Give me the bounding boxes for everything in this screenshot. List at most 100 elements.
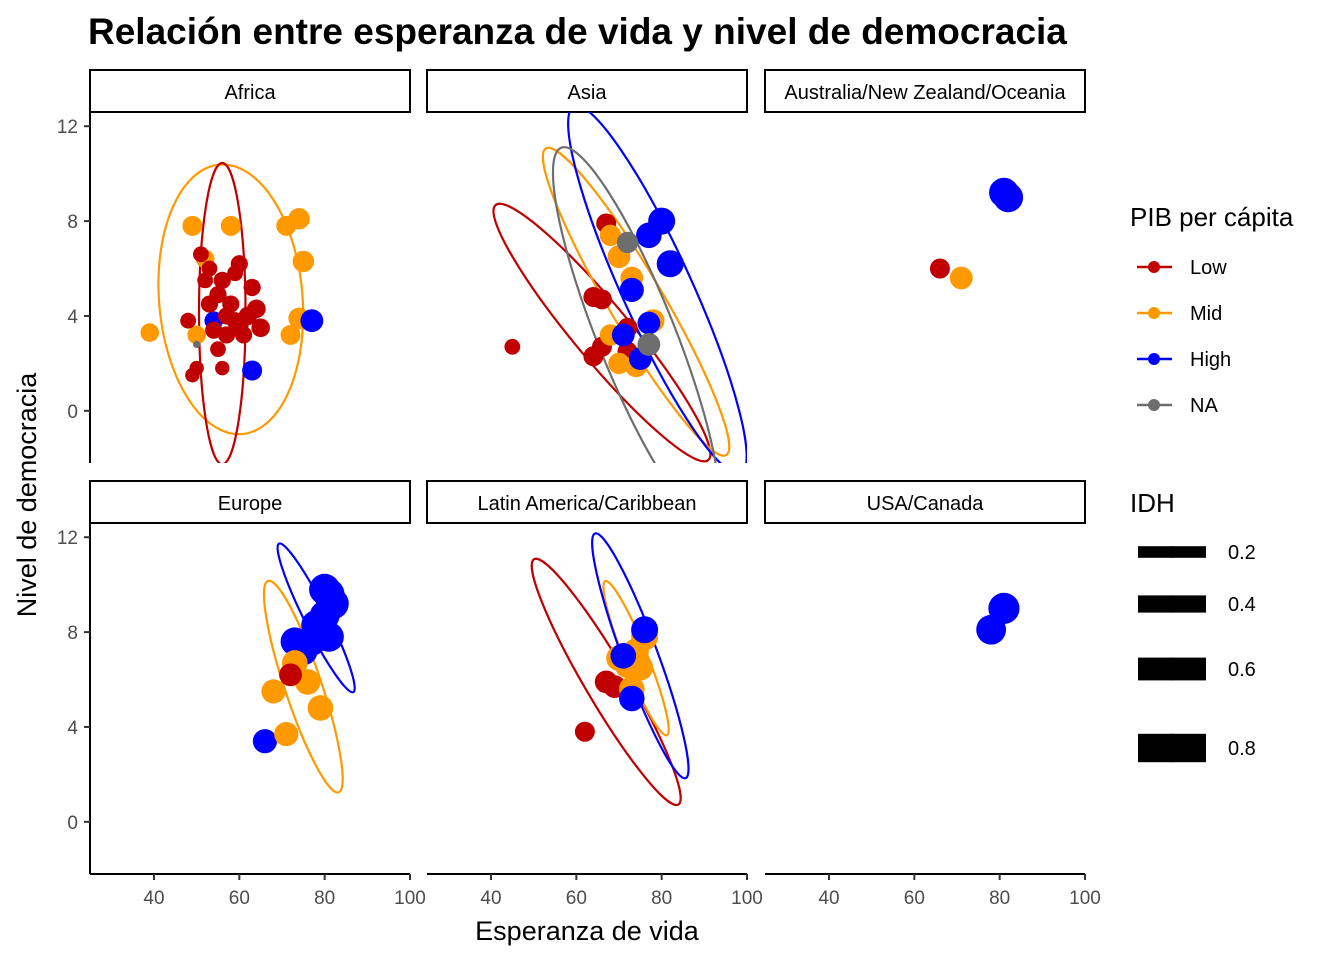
facet-data — [140, 161, 324, 463]
x-tick-label: 100 — [1069, 888, 1101, 909]
size-legend-label: 0.2 — [1228, 542, 1256, 564]
facet-strip-label: Asia — [568, 82, 608, 104]
facet-strip-label: Europe — [218, 493, 283, 515]
data-point — [504, 338, 521, 355]
data-point — [192, 340, 201, 349]
y-tick-label: 8 — [67, 212, 78, 233]
x-tick-label: 80 — [314, 888, 335, 909]
data-point — [189, 360, 204, 376]
data-point — [988, 592, 1020, 624]
data-point — [210, 341, 226, 358]
facet-strip-label: Australia/New Zealand/Oceania — [784, 82, 1066, 104]
data-point — [230, 316, 249, 335]
data-point — [611, 323, 635, 347]
confidence-ellipse — [567, 112, 747, 463]
color-legend-label: Mid — [1190, 303, 1222, 325]
y-tick-label: 8 — [67, 623, 78, 644]
data-point — [279, 663, 302, 687]
facet-strip — [426, 480, 748, 524]
x-tick-label: 60 — [229, 888, 250, 909]
size-legend-dot — [1157, 733, 1187, 763]
data-point — [610, 643, 637, 669]
facet-strip — [89, 480, 411, 524]
size-legend-label: 0.6 — [1228, 659, 1256, 681]
y-tick-label: 12 — [57, 117, 78, 138]
x-tick-label: 80 — [989, 888, 1010, 909]
data-point — [993, 182, 1024, 213]
legend-key-dot — [1148, 399, 1160, 411]
data-point — [637, 333, 661, 356]
x-tick-label: 80 — [651, 888, 672, 909]
data-point — [280, 324, 301, 345]
legend-key-dot — [1148, 353, 1160, 365]
confidence-ellipse — [541, 146, 731, 457]
data-point — [274, 721, 299, 747]
size-legend-title: IDH — [1130, 488, 1175, 518]
facet-data — [530, 532, 690, 807]
facet-panel: Europe 0 4 8 12 40 60 80 100 — [57, 480, 426, 909]
facet-strip-label: USA/Canada — [867, 493, 985, 515]
facet-panel: Asia — [426, 69, 748, 463]
facet-strip-label: Latin America/Caribbean — [477, 493, 696, 515]
data-point — [574, 721, 595, 742]
facet-strip — [764, 69, 1086, 113]
x-tick-label: 60 — [566, 888, 587, 909]
data-point — [252, 729, 278, 754]
y-axis-label: Nivel de democracia — [12, 372, 42, 618]
data-point — [242, 360, 263, 381]
data-point — [648, 207, 676, 235]
data-point — [599, 224, 622, 247]
data-point — [213, 271, 231, 289]
legend-key-dot — [1148, 307, 1160, 319]
facet-panel: Latin America/Caribbean 40 60 80 100 — [426, 480, 763, 909]
x-axis-label: Esperanza de vida — [475, 916, 700, 946]
facet-data — [492, 112, 747, 463]
facet-strip-label: Africa — [224, 82, 276, 104]
color-legend-label: Low — [1190, 257, 1227, 279]
data-point — [247, 299, 266, 319]
data-point — [929, 258, 950, 279]
data-point — [619, 685, 645, 712]
x-tick-label: 60 — [904, 888, 925, 909]
facet-data — [976, 592, 1020, 645]
y-tick-label: 4 — [67, 718, 78, 739]
data-point — [656, 250, 684, 278]
confidence-ellipse — [492, 202, 712, 463]
color-legend-title: PIB per cápita — [1130, 202, 1294, 232]
data-point — [631, 616, 659, 644]
data-point — [591, 289, 612, 310]
size-legend-dot — [1166, 546, 1178, 558]
data-point — [251, 318, 270, 338]
facet-strip — [764, 480, 1086, 524]
data-point — [288, 208, 310, 230]
data-point — [314, 621, 344, 652]
data-point — [313, 578, 345, 610]
data-point — [619, 277, 644, 302]
data-point — [300, 309, 324, 333]
x-tick-label: 100 — [394, 888, 426, 909]
color-legend-label: High — [1190, 349, 1231, 371]
data-point — [616, 231, 639, 254]
size-legend-dot — [1160, 657, 1184, 681]
facet-panel: Australia/New Zealand/Oceania — [764, 69, 1086, 290]
chart-title: Relación entre esperanza de vida y nivel… — [88, 11, 1067, 52]
facet-panel: Africa 0 4 8 12 — [57, 69, 411, 463]
data-point — [220, 215, 241, 236]
data-point — [292, 250, 315, 273]
data-point — [230, 255, 248, 273]
data-point — [637, 311, 661, 335]
data-point — [193, 246, 209, 263]
data-point — [140, 323, 160, 342]
legend: PIB per cápita Low Mid High NA IDH 0.2 0.4 0.6 0.… — [1130, 202, 1294, 763]
data-point — [217, 307, 236, 325]
facet-data — [252, 542, 356, 794]
data-point — [243, 278, 261, 297]
data-point — [949, 266, 973, 290]
data-point — [197, 272, 214, 289]
data-point — [187, 325, 206, 345]
confidence-ellipse — [262, 579, 344, 794]
y-tick-label: 0 — [67, 813, 78, 834]
data-point — [215, 360, 230, 376]
data-point — [209, 286, 227, 304]
